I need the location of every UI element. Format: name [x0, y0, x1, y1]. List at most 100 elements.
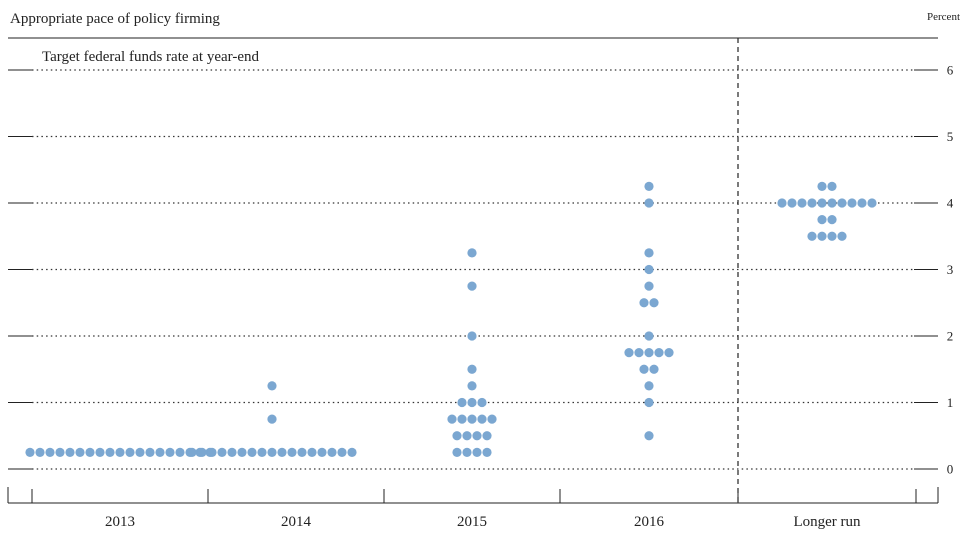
data-point [337, 447, 347, 457]
data-point [317, 447, 327, 457]
data-point [787, 198, 797, 208]
data-point [125, 447, 135, 457]
data-point [467, 397, 477, 408]
chart-subtitle: Target federal funds rate at year-end [42, 49, 260, 65]
data-point [817, 198, 827, 208]
x-category-label: 2013 [105, 514, 135, 530]
data-point [95, 447, 105, 457]
data-point [644, 397, 654, 408]
y-tick-label: 1 [947, 395, 954, 410]
data-point [467, 381, 477, 391]
data-point [827, 181, 837, 191]
data-point [827, 198, 837, 208]
data-point [472, 431, 482, 441]
data-point [847, 198, 857, 208]
data-point [287, 447, 297, 457]
data-point [644, 248, 654, 258]
data-point [644, 431, 654, 441]
data-point [297, 447, 307, 457]
data-point [467, 364, 477, 374]
y-tick-label: 5 [947, 129, 954, 144]
data-point [467, 331, 477, 341]
data-point [227, 447, 237, 457]
data-point [277, 447, 287, 457]
y-tick-label: 3 [947, 262, 954, 277]
data-point [644, 331, 654, 341]
x-category-label: 2014 [281, 514, 312, 530]
data-point [664, 348, 674, 358]
data-point [807, 231, 817, 241]
data-point [55, 447, 65, 457]
data-point [817, 215, 827, 225]
data-point [247, 447, 257, 457]
data-point [867, 198, 877, 208]
data-point [45, 447, 55, 457]
data-point [457, 397, 467, 408]
chart-title: Appropriate pace of policy firming [10, 11, 220, 27]
data-point [467, 414, 477, 424]
data-point [644, 381, 654, 391]
data-point [477, 414, 487, 424]
data-point [644, 281, 654, 291]
data-point [817, 181, 827, 191]
data-point [197, 447, 207, 457]
gridlines [8, 38, 938, 503]
data-point [267, 447, 277, 457]
data-point [639, 298, 649, 308]
data-points [25, 181, 877, 457]
data-point [477, 397, 487, 408]
data-point [837, 231, 847, 241]
data-point [797, 198, 807, 208]
data-point [347, 447, 357, 457]
data-point [827, 231, 837, 241]
data-point [457, 414, 467, 424]
data-point [462, 447, 472, 457]
data-point [217, 447, 227, 457]
data-point [452, 447, 462, 457]
data-point [487, 414, 497, 424]
data-point [634, 348, 644, 358]
data-point [644, 198, 654, 208]
data-point [237, 447, 247, 457]
data-point [462, 431, 472, 441]
data-point [135, 447, 145, 457]
data-point [145, 447, 155, 457]
data-point [35, 447, 45, 457]
data-point [777, 198, 787, 208]
x-axis: 2013 2014 2015 2016 Longer run [7, 487, 939, 530]
y-tick-label: 0 [947, 462, 954, 477]
data-point [472, 447, 482, 457]
data-point [467, 248, 477, 258]
data-point [257, 447, 267, 457]
x-category-label: 2016 [634, 514, 665, 530]
y-tick-label: 4 [947, 196, 954, 211]
data-point [207, 447, 217, 457]
data-point [327, 447, 337, 457]
data-point [155, 447, 165, 457]
data-point [649, 298, 659, 308]
x-category-label: 2015 [457, 514, 487, 530]
data-point [654, 348, 664, 358]
data-point [65, 447, 75, 457]
data-point [175, 447, 185, 457]
unit-label: Percent [927, 11, 960, 23]
data-point [105, 447, 115, 457]
data-point [807, 198, 817, 208]
data-point [649, 364, 659, 374]
data-point [25, 447, 35, 457]
data-point [639, 364, 649, 374]
data-point [307, 447, 317, 457]
data-point [482, 431, 492, 441]
data-point [644, 264, 654, 275]
x-category-label: Longer run [793, 514, 861, 530]
data-point [115, 447, 125, 457]
y-axis-ticks: 0 1 2 3 4 5 6 [947, 63, 954, 477]
data-point [447, 414, 457, 424]
data-point [827, 215, 837, 225]
data-point [267, 414, 277, 424]
data-point [857, 198, 867, 208]
data-point [482, 447, 492, 457]
data-point [452, 431, 462, 441]
data-point [817, 231, 827, 241]
data-point [467, 281, 477, 291]
